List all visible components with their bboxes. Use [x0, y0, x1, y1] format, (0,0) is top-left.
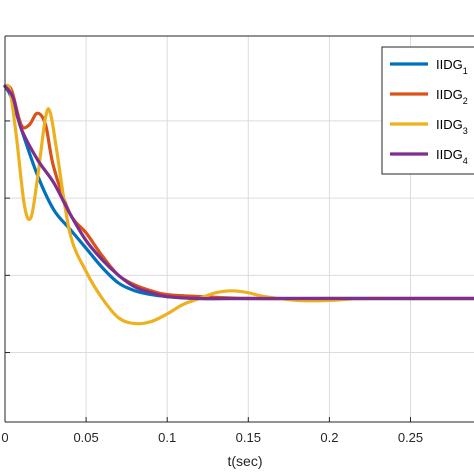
series-group	[3, 83, 474, 326]
legend-label-iidg4: IIDG4	[436, 147, 468, 166]
x-tick-label: 0.2	[320, 430, 338, 445]
legend-label-iidg1: IIDG1	[436, 57, 468, 76]
axes	[4, 35, 474, 423]
legend: IIDG1 IIDG2 IIDG3 IIDG4	[381, 46, 474, 175]
x-axis-label: t(sec)	[228, 453, 263, 469]
legend-label-iidg2: IIDG2	[436, 87, 468, 106]
x-tick-label: 0.25	[398, 430, 423, 445]
legend-label-iidg3: IIDG3	[436, 117, 468, 136]
tick-labels: 0 0.05 0.1 0.15 0.2 0.25	[1, 430, 423, 445]
series-line-iidg4	[3, 84, 474, 301]
grid	[5, 36, 474, 422]
x-tick-label: 0.15	[236, 430, 261, 445]
x-tick-label: 0	[1, 430, 8, 445]
x-tick-label: 0.1	[158, 430, 176, 445]
x-tick-label: 0.05	[73, 430, 98, 445]
